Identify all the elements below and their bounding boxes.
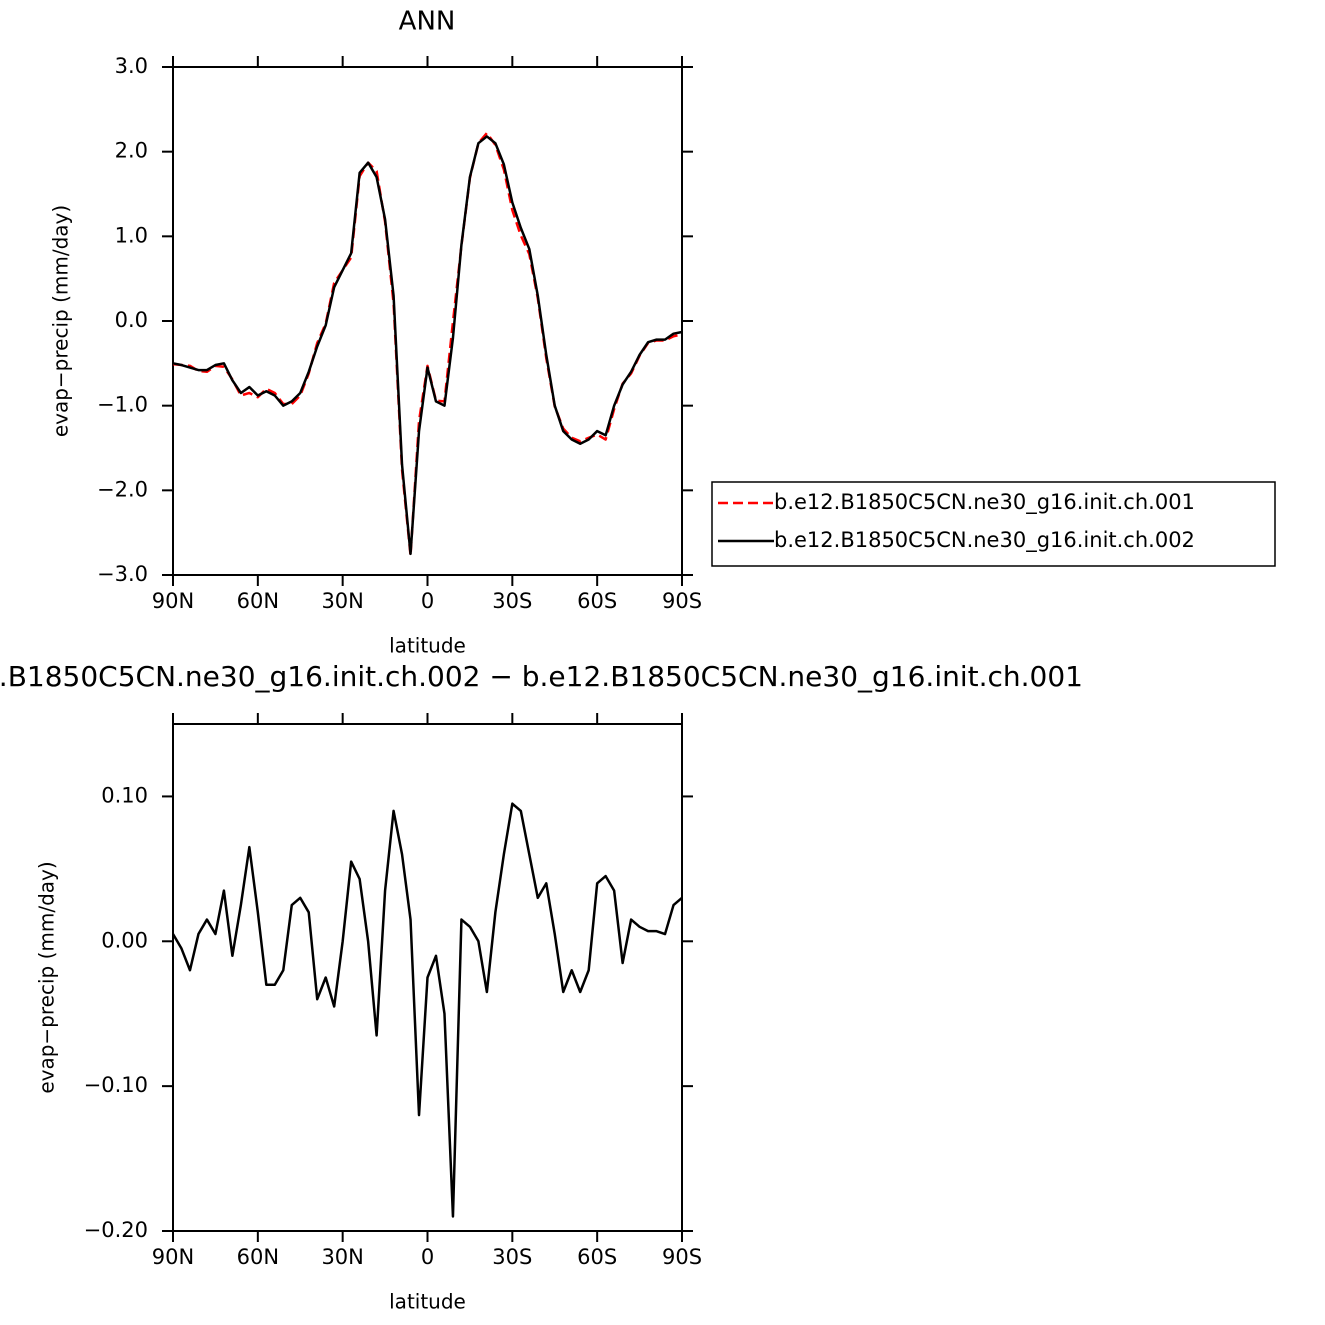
chart-title: ANN bbox=[399, 7, 456, 37]
y-tick-label: −0.10 bbox=[84, 1073, 148, 1097]
y-tick-label: 0.10 bbox=[101, 783, 148, 807]
y-tick-label: 2.0 bbox=[115, 139, 148, 163]
y-axis-label: evap−precip (mm/day) bbox=[49, 205, 73, 437]
data-line bbox=[172, 135, 683, 556]
x-tick-label: 30N bbox=[321, 1245, 363, 1269]
legend-label: b.e12.B1850C5CN.ne30_g16.init.ch.002 bbox=[774, 528, 1195, 553]
data-line bbox=[172, 131, 683, 557]
legend-box bbox=[711, 481, 1276, 567]
legend-label: b.e12.B1850C5CN.ne30_g16.init.ch.001 bbox=[774, 490, 1195, 515]
x-axis-label: latitude bbox=[389, 1290, 466, 1314]
y-tick-label: 1.0 bbox=[115, 223, 148, 247]
y-tick-label: 0.00 bbox=[101, 928, 148, 952]
y-tick-label: −0.20 bbox=[84, 1218, 148, 1242]
x-tick-label: 60S bbox=[577, 1245, 617, 1269]
y-tick-label: −3.0 bbox=[97, 562, 148, 586]
chart-title: b.e12.B1850C5CN.ne30_g16.init.ch.002 − b… bbox=[0, 660, 1083, 693]
x-tick-label: 30N bbox=[321, 589, 363, 613]
x-tick-label: 90N bbox=[152, 1245, 194, 1269]
y-axis-label: evap−precip (mm/day) bbox=[35, 861, 59, 1093]
x-axis-label: latitude bbox=[389, 634, 466, 658]
x-tick-label: 60S bbox=[577, 589, 617, 613]
x-tick-label: 60N bbox=[237, 589, 279, 613]
x-tick-label: 90N bbox=[152, 589, 194, 613]
x-tick-label: 30S bbox=[492, 589, 532, 613]
x-tick-label: 90S bbox=[662, 1245, 702, 1269]
x-tick-label: 30S bbox=[492, 1245, 532, 1269]
x-tick-label: 90S bbox=[662, 589, 702, 613]
x-tick-label: 0 bbox=[421, 1245, 434, 1269]
x-tick-label: 0 bbox=[421, 589, 434, 613]
plot-frame bbox=[172, 66, 683, 576]
y-tick-label: 0.0 bbox=[115, 308, 148, 332]
data-line bbox=[171, 802, 683, 1218]
y-tick-label: 3.0 bbox=[115, 54, 148, 78]
y-tick-label: −2.0 bbox=[97, 477, 148, 501]
y-tick-label: −1.0 bbox=[97, 393, 148, 417]
x-tick-label: 60N bbox=[237, 1245, 279, 1269]
